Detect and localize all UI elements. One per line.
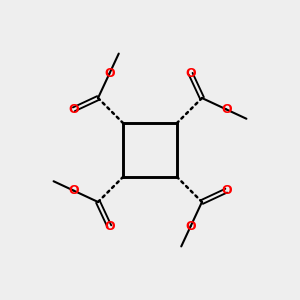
- Text: O: O: [68, 184, 79, 197]
- Text: O: O: [68, 103, 79, 116]
- Text: O: O: [185, 220, 196, 233]
- Text: O: O: [221, 184, 232, 197]
- Text: O: O: [185, 67, 196, 80]
- Text: O: O: [104, 220, 115, 233]
- Text: O: O: [221, 103, 232, 116]
- Text: O: O: [104, 67, 115, 80]
